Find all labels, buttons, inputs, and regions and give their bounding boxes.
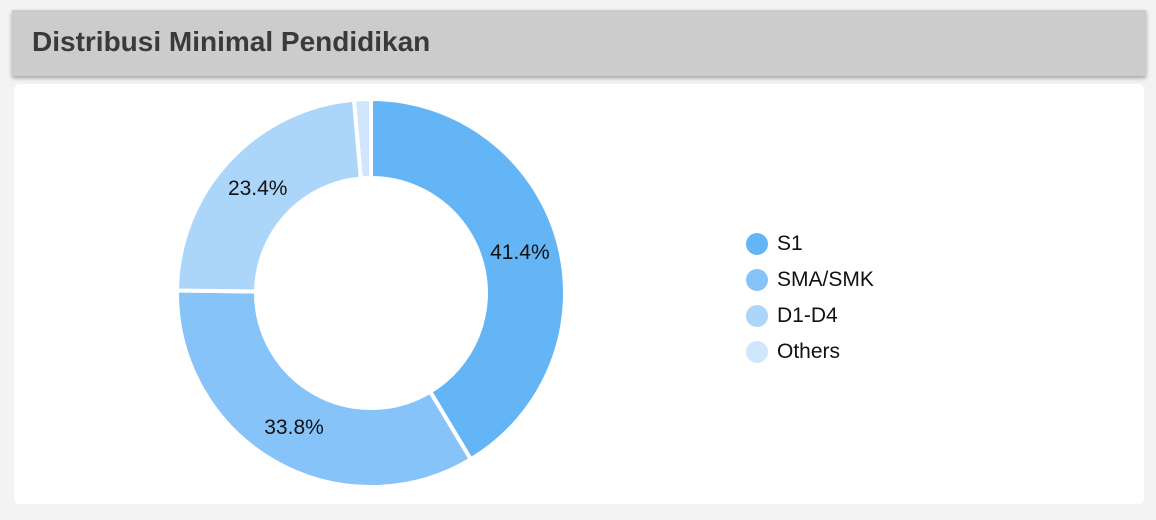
legend-label: S1 — [777, 232, 803, 255]
slice-value-label: 41.4% — [490, 241, 550, 264]
slice-s1[interactable] — [369, 96, 567, 463]
donut-labels: 41.4% 33.8% 23.4% — [228, 177, 550, 439]
legend-swatch — [746, 233, 768, 255]
legend-item-others[interactable]: Others — [746, 334, 1006, 370]
legend-label: Others — [777, 340, 841, 363]
legend-swatch — [746, 269, 768, 291]
legend-label: SMA/SMK — [777, 268, 874, 291]
chart-card: 41.4% 33.8% 23.4% S1 SMA/SMK D1-D4 Others — [14, 84, 1144, 504]
chart-legend: S1 SMA/SMK D1-D4 Others — [746, 226, 1006, 370]
slice-sma-smk[interactable] — [175, 288, 474, 489]
legend-item-s1[interactable]: S1 — [746, 226, 1006, 262]
slice-value-label: 33.8% — [264, 416, 324, 439]
page-title: Distribusi Minimal Pendidikan — [32, 26, 431, 57]
slice-d1-d4[interactable] — [174, 97, 364, 294]
slice-others[interactable] — [351, 96, 373, 181]
panel-header: Distribusi Minimal Pendidikan — [12, 10, 1146, 76]
legend-swatch — [746, 341, 768, 363]
legend-item-sma-smk[interactable]: SMA/SMK — [746, 262, 1006, 298]
legend-label: D1-D4 — [777, 304, 838, 327]
legend-swatch — [746, 305, 768, 327]
donut-slices — [174, 96, 567, 489]
donut-chart: 41.4% 33.8% 23.4% — [174, 96, 567, 489]
legend-item-d1-d4[interactable]: D1-D4 — [746, 298, 1006, 334]
slice-value-label: 23.4% — [228, 177, 288, 200]
